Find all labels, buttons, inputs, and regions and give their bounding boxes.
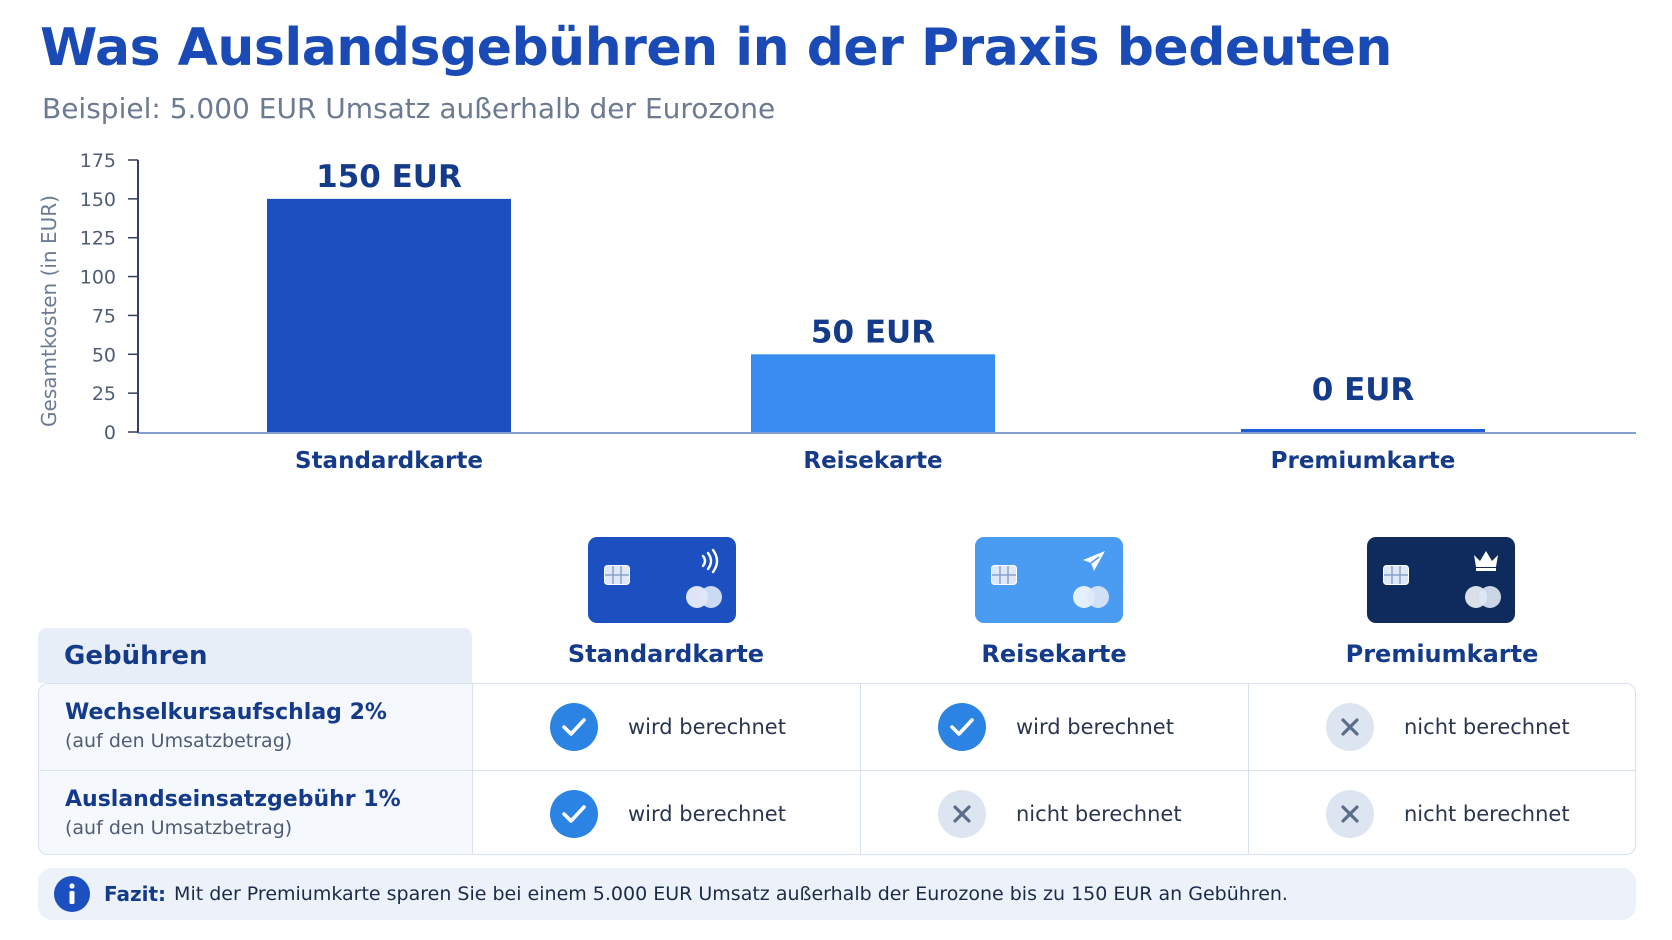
y-axis-label: Gesamtkosten (in EUR) <box>37 195 61 427</box>
bar-premiumkarte <box>1241 429 1485 432</box>
y-tick-label: 50 <box>92 344 116 366</box>
airplane-icon <box>1079 547 1109 581</box>
card-chip-icon <box>1383 565 1409 589</box>
bar-value-label: 150 EUR <box>316 159 462 195</box>
x-category-label: Standardkarte <box>295 448 483 474</box>
contactless-icon <box>698 547 722 579</box>
table-row: Wechselkursaufschlag 2% (auf den Umsatzb… <box>39 684 1635 770</box>
table-cell: wird berechnet <box>861 684 1249 770</box>
cross-icon <box>1326 790 1374 838</box>
crown-icon <box>1471 547 1501 577</box>
table-cell: nicht berechnet <box>861 771 1249 854</box>
table-cell: wird berechnet <box>473 771 861 854</box>
y-tick-label: 0 <box>104 422 116 444</box>
row-label-sub: (auf den Umsatzbetrag) <box>65 730 293 752</box>
table-header-gebuehren: Gebühren <box>38 628 472 683</box>
table-cell: wird berechnet <box>473 684 861 770</box>
premium-card-icon <box>1367 537 1515 623</box>
y-tick-label: 125 <box>80 228 116 250</box>
cross-icon <box>1326 703 1374 751</box>
row-label: Auslandseinsatzgebühr 1% (auf den Umsatz… <box>39 771 473 854</box>
info-icon <box>54 876 90 912</box>
row-label-sub: (auf den Umsatzbetrag) <box>65 817 293 839</box>
bar-chart: Gesamtkosten (in EUR) 0 25 50 75 100 125 150 175… <box>37 150 1636 474</box>
bar-reisekarte <box>751 354 995 432</box>
fazit-label: Fazit: <box>104 882 167 906</box>
card-chip-icon <box>604 565 630 589</box>
table-row: Auslandseinsatzgebühr 1% (auf den Umsatz… <box>39 770 1635 854</box>
fazit-box: Fazit: Mit der Premiumkarte sparen Sie b… <box>38 868 1636 920</box>
row-label-main: Auslandseinsatzgebühr 1% <box>65 787 401 812</box>
table-cell: nicht berechnet <box>1249 684 1635 770</box>
check-icon <box>550 703 598 751</box>
x-category-label: Premiumkarte <box>1271 448 1456 474</box>
y-tick-label: 150 <box>80 189 116 211</box>
cell-text: nicht berechnet <box>1016 801 1182 826</box>
card-network-icon <box>1463 585 1503 613</box>
comparison-table: Wechselkursaufschlag 2% (auf den Umsatzb… <box>38 683 1636 855</box>
bar-value-label: 50 EUR <box>811 314 935 350</box>
y-tick-label: 175 <box>80 150 116 172</box>
x-category-label: Reisekarte <box>803 448 942 474</box>
check-icon <box>938 703 986 751</box>
cell-text: nicht berechnet <box>1404 715 1570 739</box>
bar-value-label: 0 EUR <box>1312 372 1415 408</box>
bar-standardkarte <box>267 198 511 432</box>
y-tick-label: 25 <box>92 383 116 405</box>
card-chip-icon <box>991 565 1017 589</box>
column-header-reisekarte: Reisekarte <box>981 640 1127 668</box>
row-label-main: Wechselkursaufschlag 2% <box>65 700 387 725</box>
standard-card-icon <box>588 537 736 623</box>
card-network-icon <box>684 585 724 613</box>
card-network-icon <box>1071 585 1111 613</box>
reise-card-icon <box>975 537 1123 623</box>
cell-text: wird berechnet <box>628 801 786 826</box>
y-tick-label: 75 <box>92 305 116 327</box>
page-subtitle: Beispiel: 5.000 EUR Umsatz außerhalb der… <box>42 92 776 125</box>
cell-text: wird berechnet <box>1016 715 1174 739</box>
check-icon <box>550 790 598 838</box>
column-header-premiumkarte: Premiumkarte <box>1345 640 1539 668</box>
page-title: Was Auslandsgebühren in der Praxis bedeu… <box>40 18 1392 78</box>
column-header-standardkarte: Standardkarte <box>567 640 765 668</box>
y-tick-label: 100 <box>80 267 116 289</box>
fazit-text: Mit der Premiumkarte sparen Sie bei eine… <box>174 883 1288 905</box>
table-cell: nicht berechnet <box>1249 771 1635 854</box>
cross-icon <box>938 790 986 838</box>
cell-text: nicht berechnet <box>1404 801 1570 826</box>
row-label: Wechselkursaufschlag 2% (auf den Umsatzb… <box>39 684 473 770</box>
cell-text: wird berechnet <box>628 715 786 739</box>
